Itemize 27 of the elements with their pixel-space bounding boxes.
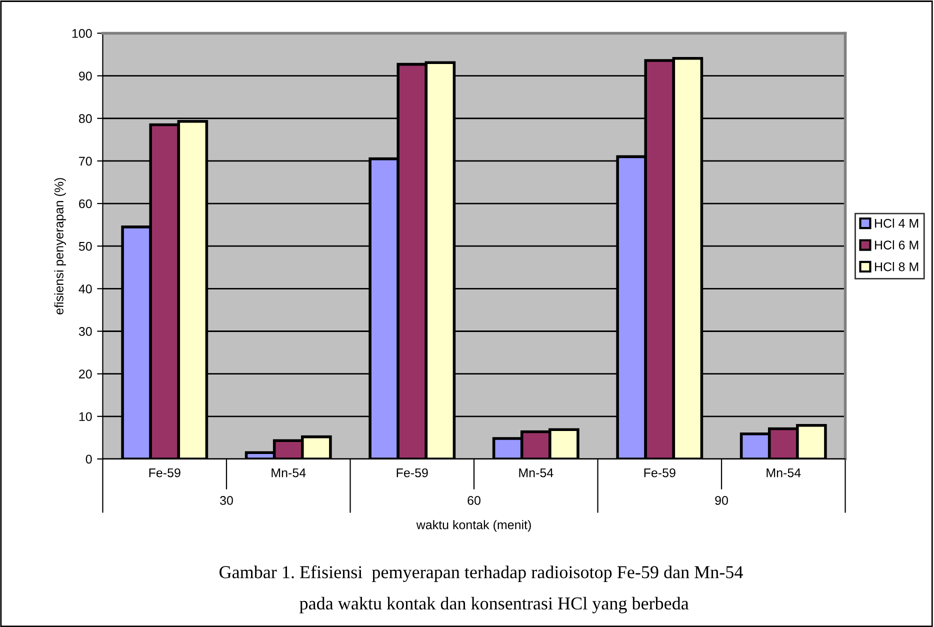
y-tick-label: 70 <box>79 156 92 166</box>
legend-label: HCl 6 M <box>875 240 918 250</box>
y-tick-label: 40 <box>78 284 92 294</box>
y-tick-label: 10 <box>79 412 92 422</box>
y-tick-label: 0 <box>86 454 92 464</box>
legend-label: HCl 8 M <box>875 262 918 272</box>
x-tick-label: Mn-54 <box>519 468 554 478</box>
text: pada waktu kontak dan konsentrasi HCl yang berbeda <box>300 596 689 614</box>
x-tick-label: Fe-59 <box>149 468 180 478</box>
y-tick-label: 60 <box>79 199 92 208</box>
y-tick-label: 80 <box>78 114 92 124</box>
x-tick-label: Fe-59 <box>644 468 676 478</box>
text: 60 <box>468 496 480 505</box>
y-tick-label: 20 <box>79 370 92 378</box>
x-axis-title: waktu kontak (menit) <box>416 520 531 532</box>
y-tick-label: 50 <box>78 242 92 251</box>
y-tick-label: 30 <box>78 327 92 336</box>
y-tick-label: 100 <box>72 29 92 38</box>
text: Gambar 1. Efisiensi pemyerapan terhadap radioisotop Fe-59 dan Mn-54 <box>220 565 743 582</box>
y-axis-title: efisiensi penyerapan (%) <box>54 178 66 314</box>
x-tick-label: Fe-59 <box>396 468 428 478</box>
x-tick-label: Mn-54 <box>766 468 801 478</box>
x-tick-label: Mn-54 <box>272 468 306 478</box>
legend-label: HCl 4 M <box>875 218 918 228</box>
y-tick-label: 90 <box>79 72 92 80</box>
text: 90 <box>715 496 728 505</box>
text: 30 <box>220 496 233 505</box>
